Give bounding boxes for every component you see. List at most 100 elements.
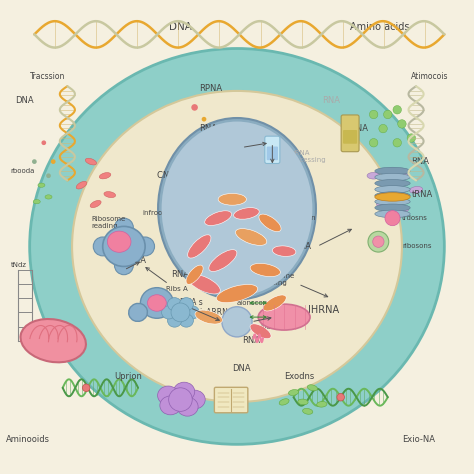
Circle shape: [379, 124, 387, 133]
Circle shape: [385, 210, 400, 226]
Ellipse shape: [90, 201, 101, 208]
Circle shape: [393, 138, 401, 147]
Ellipse shape: [375, 186, 410, 193]
Ellipse shape: [100, 173, 111, 179]
Ellipse shape: [173, 382, 195, 401]
Circle shape: [201, 117, 206, 121]
Ellipse shape: [128, 303, 147, 321]
Ellipse shape: [103, 227, 145, 266]
Ellipse shape: [236, 228, 267, 246]
Text: DNA: DNA: [232, 365, 251, 374]
Ellipse shape: [375, 192, 410, 199]
Text: RNA: RNA: [293, 242, 311, 251]
Text: tRNA: tRNA: [411, 190, 433, 199]
Circle shape: [46, 173, 51, 178]
Ellipse shape: [250, 264, 281, 276]
Ellipse shape: [158, 386, 179, 405]
Ellipse shape: [375, 173, 410, 181]
Ellipse shape: [375, 198, 410, 205]
Ellipse shape: [179, 314, 193, 327]
Ellipse shape: [217, 284, 257, 303]
Ellipse shape: [375, 193, 410, 201]
Ellipse shape: [258, 304, 310, 330]
Text: trdosns: trdosns: [402, 215, 428, 221]
Ellipse shape: [162, 121, 312, 296]
Ellipse shape: [205, 211, 232, 226]
Text: Tracssion: Tracssion: [30, 72, 65, 81]
Text: indocsn: indocsn: [105, 239, 132, 245]
Ellipse shape: [250, 324, 271, 338]
Text: RNA s: RNA s: [181, 299, 203, 308]
Ellipse shape: [115, 256, 133, 275]
Text: Ribs A: Ribs A: [166, 286, 188, 292]
Text: Atimocois: Atimocois: [411, 72, 449, 81]
Text: RNA: RNA: [171, 270, 189, 279]
Circle shape: [171, 303, 190, 322]
Text: Exodns: Exodns: [284, 372, 314, 381]
Ellipse shape: [367, 173, 380, 179]
Ellipse shape: [72, 91, 402, 402]
Text: RNA: RNA: [322, 96, 340, 105]
Ellipse shape: [136, 237, 155, 256]
Ellipse shape: [185, 306, 199, 319]
Ellipse shape: [298, 399, 308, 405]
Ellipse shape: [288, 390, 299, 395]
Ellipse shape: [167, 298, 182, 311]
Ellipse shape: [33, 200, 40, 204]
Ellipse shape: [375, 167, 410, 175]
Ellipse shape: [186, 265, 203, 284]
Text: rbooda: rbooda: [11, 168, 35, 174]
Ellipse shape: [93, 237, 112, 256]
Text: inARRN: inARRN: [199, 308, 228, 317]
Ellipse shape: [317, 401, 327, 407]
Text: Patortion: Patortion: [246, 142, 278, 148]
Text: RNA: RNA: [411, 157, 429, 166]
Ellipse shape: [179, 298, 193, 311]
Text: RNA: RNA: [242, 336, 260, 345]
Ellipse shape: [209, 250, 237, 272]
Ellipse shape: [234, 208, 259, 219]
Ellipse shape: [160, 396, 181, 415]
Circle shape: [222, 307, 252, 337]
Text: RPNA: RPNA: [199, 84, 222, 93]
Circle shape: [398, 119, 406, 128]
Ellipse shape: [410, 186, 423, 193]
Ellipse shape: [38, 183, 45, 187]
Circle shape: [337, 393, 345, 401]
Text: mRNA
processing: mRNA processing: [289, 150, 327, 164]
Ellipse shape: [302, 409, 313, 414]
Circle shape: [407, 134, 416, 142]
Ellipse shape: [188, 274, 220, 294]
Ellipse shape: [76, 182, 87, 189]
Ellipse shape: [263, 295, 286, 311]
Ellipse shape: [162, 306, 176, 319]
Ellipse shape: [166, 303, 185, 321]
Text: RNA: RNA: [128, 256, 146, 265]
Text: ribosons: ribosons: [402, 244, 431, 249]
Ellipse shape: [147, 295, 166, 311]
Ellipse shape: [259, 214, 281, 232]
Ellipse shape: [381, 186, 394, 193]
Text: Uprion: Uprion: [115, 372, 142, 381]
Circle shape: [369, 138, 378, 147]
Text: Ribosome
reading: Ribosome reading: [91, 216, 125, 229]
Circle shape: [383, 110, 392, 118]
Text: Ihdna: Ihdna: [261, 324, 280, 329]
Text: Exio-NA: Exio-NA: [402, 435, 435, 444]
Circle shape: [191, 104, 198, 111]
Circle shape: [169, 388, 192, 411]
Ellipse shape: [395, 205, 409, 212]
FancyBboxPatch shape: [341, 115, 359, 152]
Ellipse shape: [273, 246, 296, 256]
Ellipse shape: [158, 118, 316, 300]
Ellipse shape: [184, 390, 205, 409]
Text: infroooin: infroooin: [143, 210, 174, 217]
Circle shape: [82, 384, 90, 392]
Circle shape: [32, 159, 36, 164]
Ellipse shape: [177, 397, 198, 416]
Ellipse shape: [104, 191, 116, 198]
Circle shape: [373, 236, 384, 247]
FancyBboxPatch shape: [265, 136, 280, 164]
Circle shape: [51, 159, 55, 164]
Circle shape: [369, 110, 378, 118]
